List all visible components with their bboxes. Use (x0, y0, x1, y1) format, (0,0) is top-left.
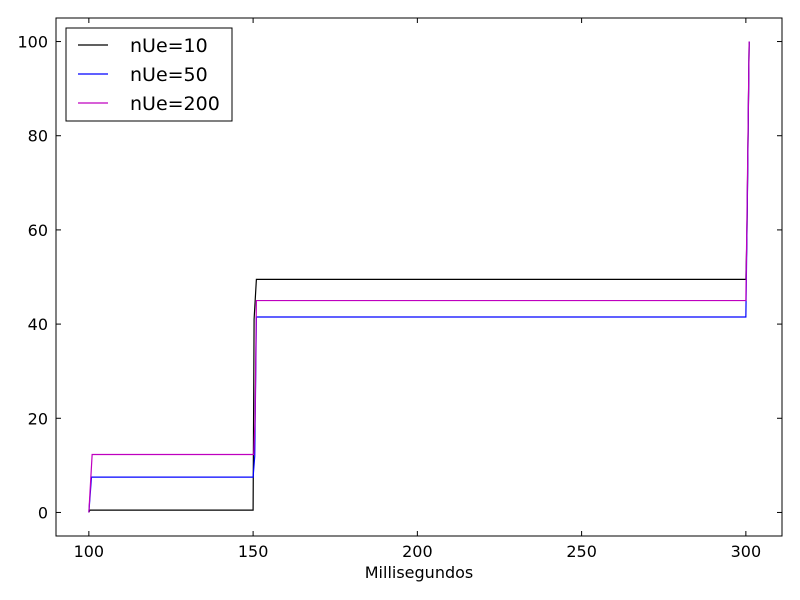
legend: nUe=10 nUe=50 nUe=200 (65, 27, 233, 122)
series-line-3 (88, 41, 750, 513)
x-tick-label: 100 (74, 542, 105, 561)
legend-label: nUe=10 (130, 35, 208, 57)
series-lines (88, 41, 750, 513)
y-tick-label: 80 (28, 127, 48, 146)
x-axis-label: Millisegundos (365, 563, 473, 582)
y-tick-label: 0 (38, 503, 48, 522)
tick-marks (56, 18, 782, 536)
legend-label: nUe=200 (130, 93, 220, 115)
x-tick-label: 250 (566, 542, 597, 561)
y-tick-label: 100 (17, 33, 48, 52)
x-tick-label: 150 (238, 542, 269, 561)
y-tick-label: 20 (28, 409, 48, 428)
tick-labels: 100 150 200 250 300 0 20 40 60 80 100 (17, 33, 761, 561)
x-tick-label: 300 (731, 542, 762, 561)
y-tick-label: 40 (28, 315, 48, 334)
y-tick-label: 60 (28, 221, 48, 240)
x-tick-label: 200 (402, 542, 433, 561)
legend-label: nUe=50 (130, 64, 208, 86)
